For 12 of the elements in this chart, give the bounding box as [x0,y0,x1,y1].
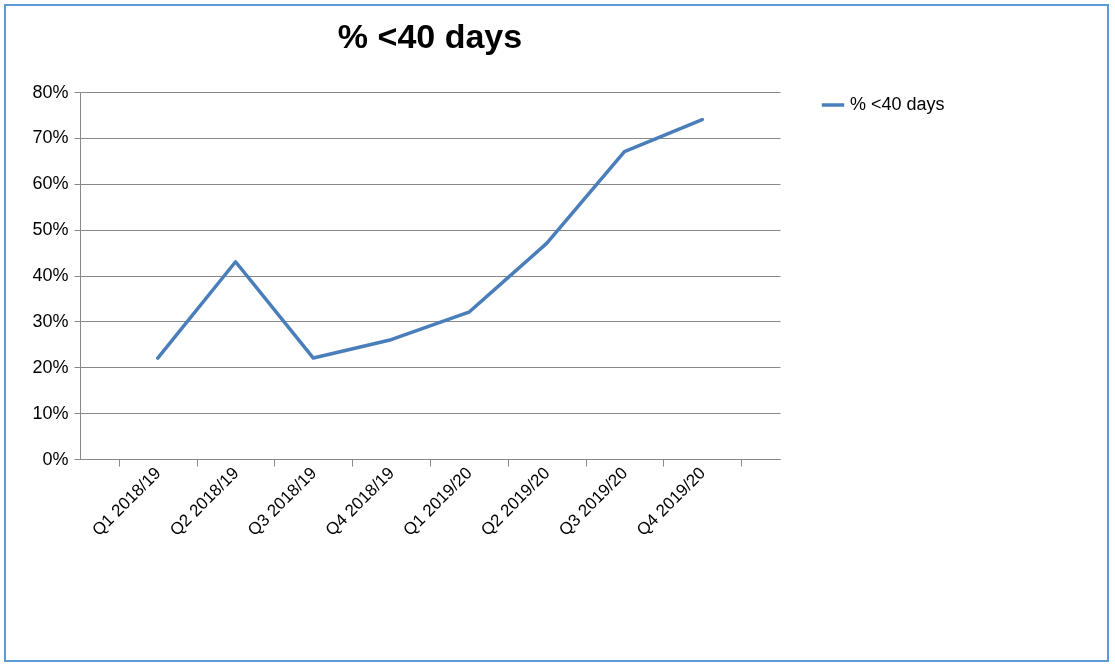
y-tick-label: 40% [32,265,69,285]
y-tick-label: 80% [32,81,69,102]
y-tick-label: 60% [32,173,69,194]
y-tick-label: 70% [32,127,69,148]
line-series [156,117,704,360]
y-tick-label: 0% [42,448,69,469]
y-tick-label: 30% [32,310,69,331]
y-tick-label: 50% [32,219,69,240]
y-tick-label: 20% [32,356,69,377]
chart-title: % <40 days [337,17,523,55]
y-tick-label: 10% [32,402,69,423]
legend-label: % <40 days [850,94,945,114]
